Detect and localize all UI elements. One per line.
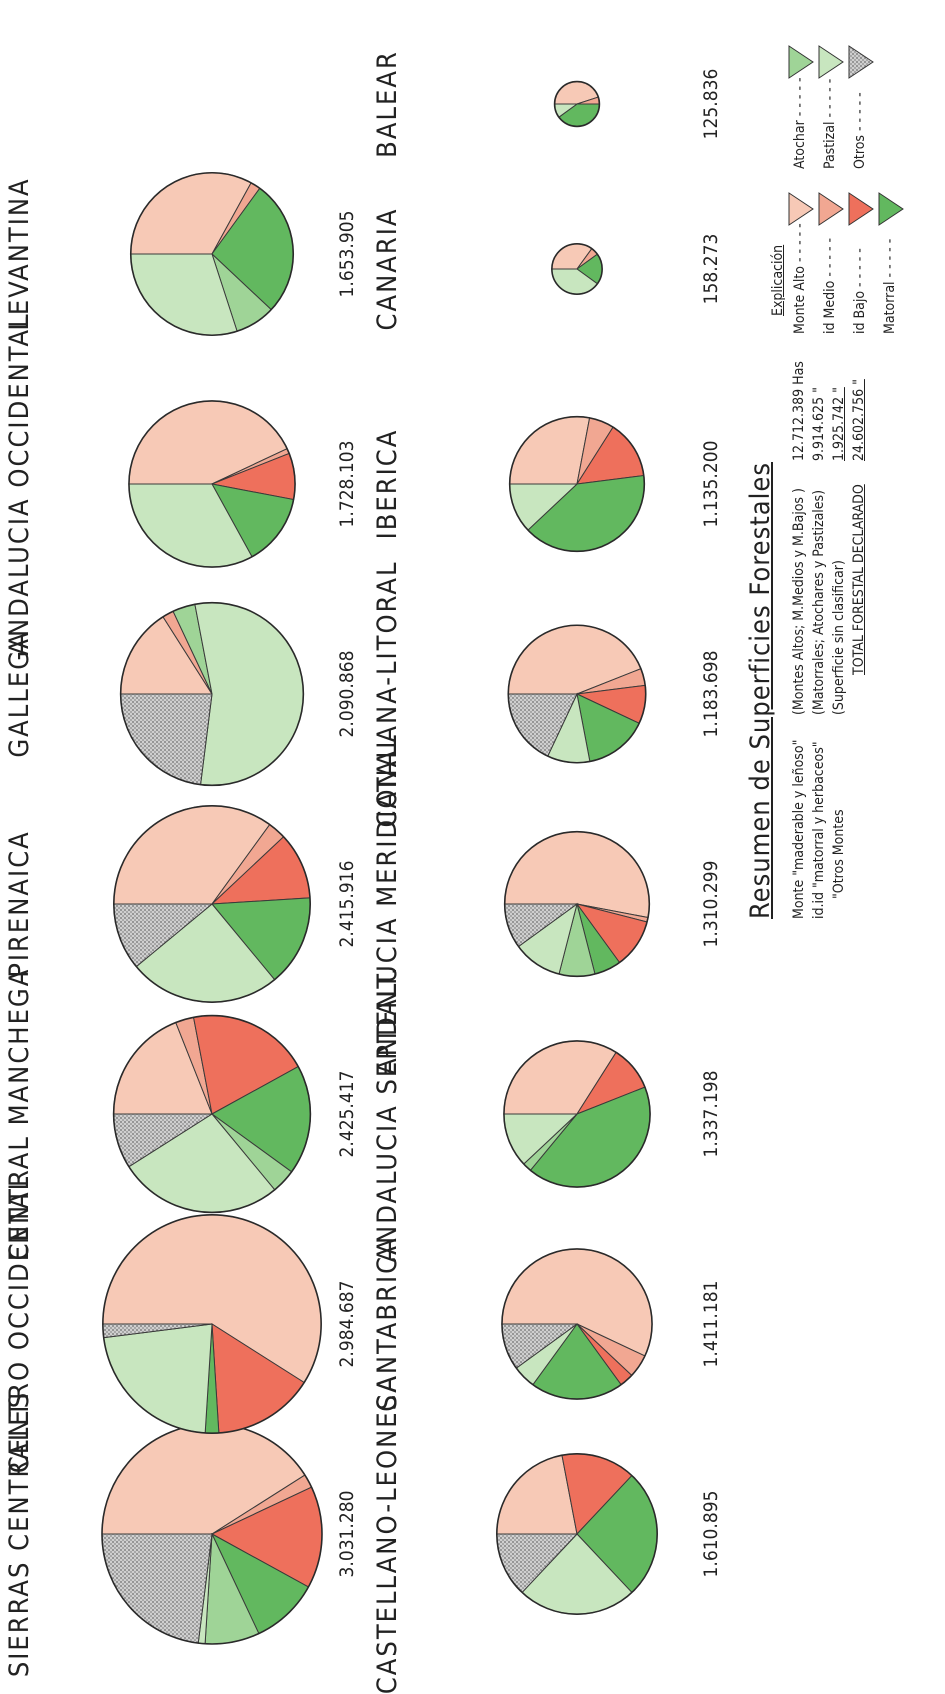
- pie-outline: [508, 415, 646, 553]
- pie-cantabrica: [501, 1248, 653, 1400]
- pie-slice-monte-alto: [509, 416, 591, 485]
- summary-row-value: 1.925.742 ": [831, 387, 847, 461]
- pie-catalana-litoral: [507, 624, 647, 764]
- region-total: 2.415.916: [336, 860, 358, 948]
- region-total: 2.425.417: [336, 1070, 358, 1158]
- region-total: 1.411.181: [700, 1280, 722, 1368]
- legend-swatch: [818, 192, 844, 226]
- summary-title: Resumen de Superficies Forestales: [745, 462, 776, 919]
- legend-swatch: [848, 45, 874, 79]
- legend-label: Monte Alto - - - - -: [792, 223, 808, 334]
- region-name: LEVANTINA: [4, 177, 35, 331]
- pie-central-manchega: [112, 1014, 312, 1214]
- pie-outline: [129, 171, 295, 337]
- pie-pirenaica: [113, 805, 311, 1004]
- pie-levantina: [129, 171, 295, 337]
- summary-row-total: TOTAL FORESTAL DECLARADO 24.602.756 ": [851, 379, 867, 919]
- pie-balear: [553, 80, 601, 128]
- region-name: IBERICA: [372, 428, 403, 540]
- pie-outline: [112, 1014, 312, 1214]
- region-total: 1.135.200: [700, 440, 722, 528]
- summary-row-value: 9.914.625 ": [811, 387, 827, 461]
- legend-swatch: [848, 192, 874, 226]
- pie-outline: [551, 243, 603, 295]
- summary-row-1: Monte "maderable y leñoso" (Montes Altos…: [791, 361, 807, 919]
- region-name: CANARIA: [372, 207, 403, 331]
- legend-label: id Bajo - - - - -: [852, 248, 868, 334]
- summary-row-value: 12.712.389 Has: [791, 361, 807, 461]
- pie-outline: [503, 830, 651, 978]
- summary-row-detail: (Superficie sin clasificar): [831, 560, 847, 715]
- summary-block: Resumen de Superficies Forestales Monte …: [745, 299, 867, 919]
- region-total: 1.310.299: [700, 860, 722, 948]
- region-total: 125.836: [700, 68, 722, 140]
- summary-row-2: id.id "matorral y herbaceos" (Matorrales…: [811, 387, 827, 919]
- summary-row-3: "Otros Montes (Superficie sin clasificar…: [831, 387, 847, 919]
- pie-sierras-centrales: [101, 1423, 323, 1645]
- legend-label: Otros - - - - -: [852, 92, 868, 169]
- pie-charts-area: [101, 80, 658, 1645]
- region-name: CANTABRICA: [372, 1236, 403, 1412]
- region-total: 3.031.280: [336, 1490, 358, 1578]
- region-total: 1.610.895: [700, 1490, 722, 1578]
- region-total: 1.337.198: [700, 1070, 722, 1158]
- legend-swatch: [788, 192, 814, 226]
- pie-slice-otros: [120, 693, 213, 786]
- legend: Explicación Monte Alto - - - - - id Medio…: [770, 4, 940, 334]
- region-total: 1.183.698: [700, 650, 722, 738]
- pie-andalucia-meridional: [503, 830, 651, 978]
- pie-canaria: [551, 243, 603, 295]
- chart-canvas: SIERRAS CENTRALES 3.031.280 CENTRO OCCIDEN…: [4, 4, 940, 1694]
- pie-slice-pastizal: [103, 1323, 213, 1434]
- summary-row-detail: (Montes Altos; M.Medios y M.Bajos ): [791, 488, 807, 715]
- legend-label: Matorral - - - - -: [882, 238, 898, 334]
- pie-outline: [507, 624, 647, 764]
- legend-swatch: [818, 45, 844, 79]
- pie-iberica: [508, 415, 646, 553]
- summary-row-label: "Otros Montes: [831, 809, 847, 899]
- legend-label: id Medio - - - - -: [822, 237, 838, 334]
- pie-outline: [102, 1214, 322, 1434]
- region-name: BALEAR: [372, 50, 403, 158]
- summary-row-detail: (Matorrales; Atochares y Pastizales): [811, 489, 827, 715]
- region-name: PIRENAICA: [4, 830, 35, 978]
- pie-centro-occidental: [102, 1214, 322, 1434]
- pie-outline: [113, 805, 311, 1004]
- legend-swatch: [788, 45, 814, 79]
- region-name: ANDALUCIA OCCIDENTAL: [4, 312, 35, 656]
- region-name: CENTRAL MANCHEGA: [4, 967, 35, 1261]
- region-total: 2.984.687: [336, 1280, 358, 1368]
- region-total: 2.090.868: [336, 650, 358, 738]
- pie-slice-otros: [101, 1533, 213, 1644]
- region-total: 1.653.905: [336, 210, 358, 298]
- legend-label: Pastizal - - - - -: [822, 78, 838, 169]
- summary-row-value: 24.602.756 ": [851, 379, 867, 461]
- pie-outline: [501, 1248, 653, 1400]
- pie-outline: [128, 400, 296, 568]
- pie-andalucia-septent-: [503, 1040, 651, 1188]
- legend-label: Atochar - - - - -: [792, 77, 808, 169]
- pie-outline: [496, 1453, 658, 1615]
- pie-outline: [553, 80, 601, 128]
- pie-outline: [503, 1040, 651, 1188]
- region-total: 1.728.103: [336, 440, 358, 528]
- pie-andalucia-occidental: [128, 400, 296, 568]
- legend-swatch: [878, 192, 904, 226]
- pie-outline: [119, 601, 305, 787]
- region-name: CASTELLANO-LEONESA: [372, 1373, 403, 1694]
- summary-row-label: Monte "maderable y leñoso": [791, 739, 807, 919]
- region-total: 158.273: [700, 233, 722, 305]
- pie-gallega: [119, 601, 305, 787]
- summary-row-label: id.id "matorral y herbaceos": [811, 741, 827, 919]
- summary-row-detail: TOTAL FORESTAL DECLARADO: [851, 484, 867, 675]
- pie-castellano-leonesa: [496, 1453, 658, 1615]
- legend-title: Explicación: [770, 244, 786, 316]
- region-name: CATALANA-LITORAL: [372, 560, 403, 828]
